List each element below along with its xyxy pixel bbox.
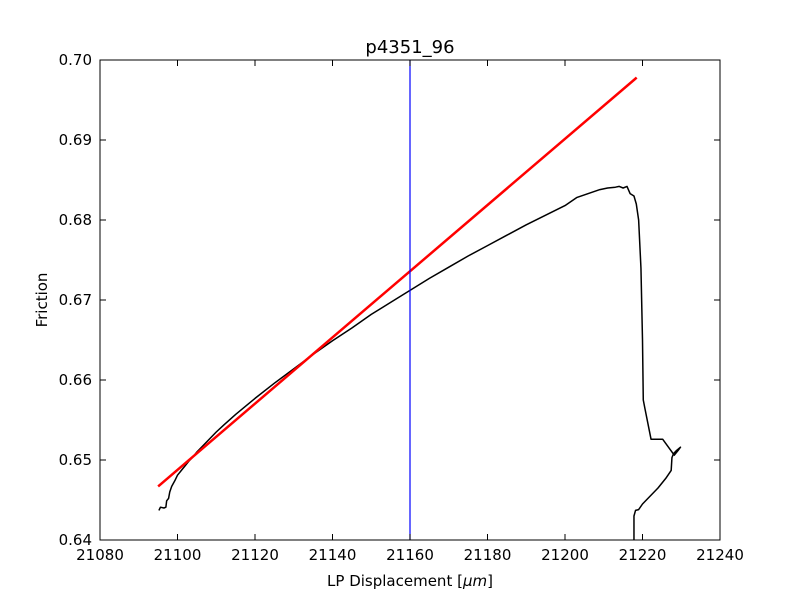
y-tick-label: 0.65 <box>59 451 92 469</box>
y-tick-label: 0.70 <box>59 51 92 69</box>
x-tick-label: 21080 <box>76 546 124 564</box>
y-tick-label: 0.66 <box>59 371 92 389</box>
x-tick-label: 21160 <box>386 546 434 564</box>
y-axis-label: Friction <box>33 273 51 328</box>
x-tick-label: 21200 <box>541 546 589 564</box>
x-tick-label: 21220 <box>619 546 667 564</box>
x-tick-label: 21140 <box>309 546 357 564</box>
plot-frame <box>99 59 721 541</box>
x-tick-label: 21180 <box>464 546 512 564</box>
y-tick-label: 0.64 <box>59 531 92 549</box>
x-tick-label: 21100 <box>154 546 202 564</box>
chart-title: p4351_96 <box>365 37 454 58</box>
x-axis-label-prefix: LP Displacement [ <box>327 572 463 590</box>
plot-area <box>157 60 682 540</box>
fit-line <box>157 76 638 488</box>
friction-data-line <box>158 185 682 540</box>
y-tick-label: 0.67 <box>59 291 92 309</box>
x-tick-label: 21120 <box>231 546 279 564</box>
y-tick-label: 0.69 <box>59 131 92 149</box>
y-tick-label: 0.68 <box>59 211 92 229</box>
x-axis-label: LP Displacement [μm] <box>327 572 493 590</box>
axis-ticks: 21080 21100 21120 21140 21160 21180 21200 21220… <box>59 51 744 564</box>
x-axis-label-suffix: ] <box>487 572 493 590</box>
x-tick-label: 21240 <box>696 546 744 564</box>
x-axis-label-unit: μm <box>462 572 487 590</box>
